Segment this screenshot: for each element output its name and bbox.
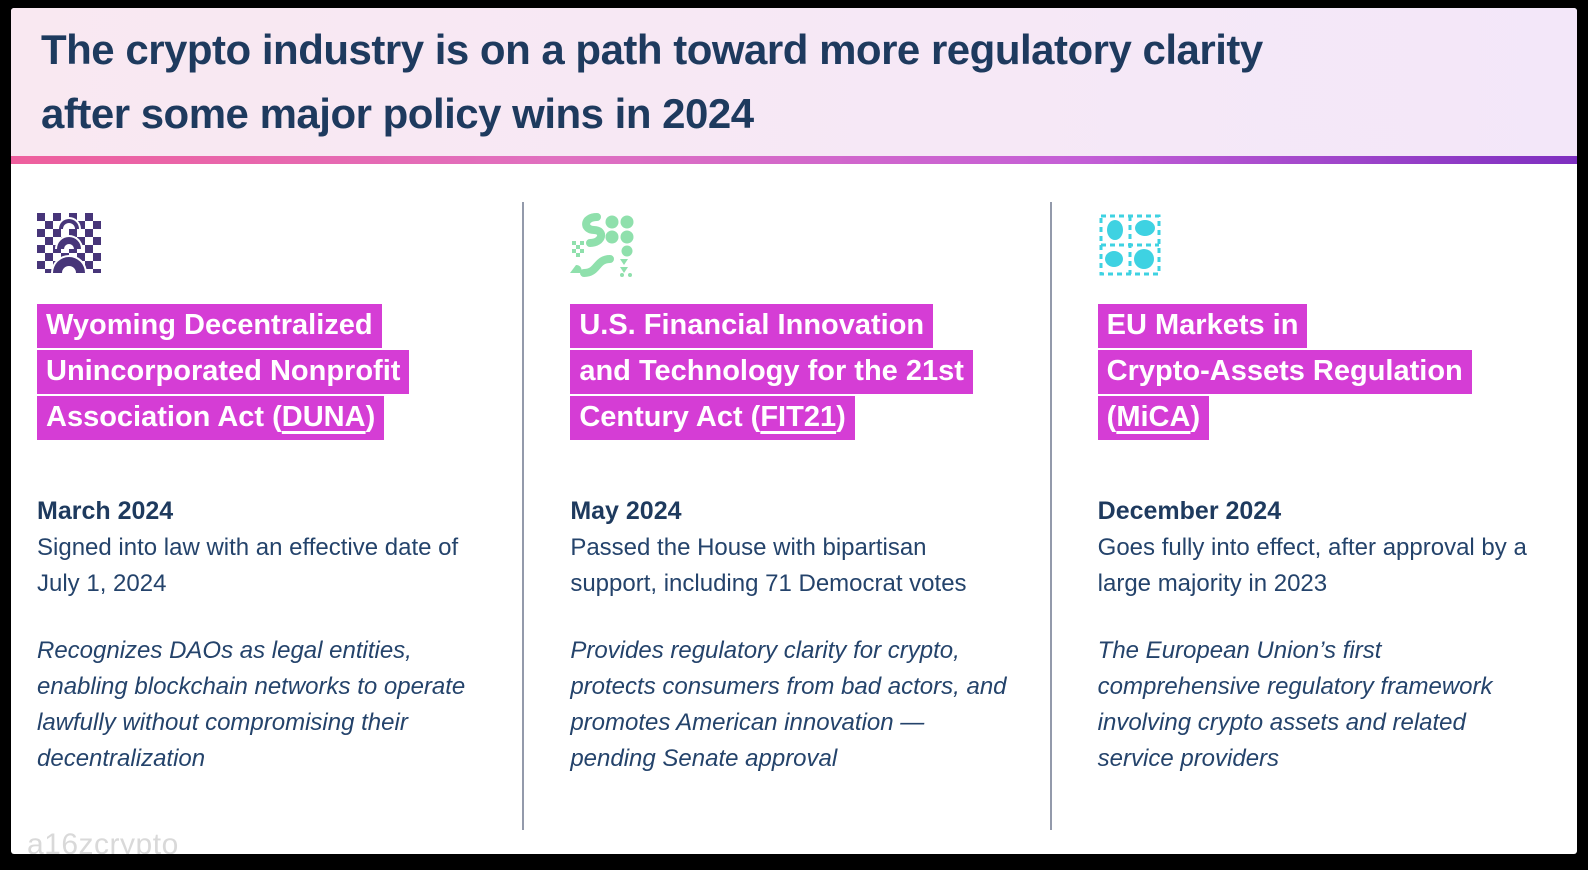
header-gradient-rule xyxy=(11,156,1577,164)
heading-highlight-line: Association Act (DUNA) xyxy=(37,396,385,440)
duna-link[interactable]: DUNA xyxy=(281,401,366,433)
mica-link[interactable]: MiCA xyxy=(1116,401,1191,433)
heading-highlight-line: and Technology for the 21st xyxy=(570,350,973,394)
summary-text: Passed the House with bipartisan support… xyxy=(570,534,967,597)
slide-title-line-1: The crypto industry is on a path toward … xyxy=(41,26,1263,73)
slide-title-line-2: after some major policy wins in 2024 xyxy=(41,90,754,137)
heading-mica: EU Markets in Crypto-Assets Regulation (… xyxy=(1097,304,1543,440)
circles-curves-pattern-icon xyxy=(570,213,634,277)
heading-text: ) xyxy=(1190,401,1201,433)
heading-highlight-line: (MiCA) xyxy=(1097,396,1210,440)
column-divider xyxy=(1049,202,1052,830)
heading-highlight-line: Century Act (FIT21) xyxy=(570,396,855,440)
date-label: December 2024 xyxy=(1097,497,1282,525)
heading-text: Association Act ( xyxy=(46,401,282,433)
summary-text: Signed into law with an effective date o… xyxy=(37,534,459,597)
heading-highlight-line: Wyoming Decentralized xyxy=(37,304,382,348)
heading-highlight-line: Unincorporated Nonprofit xyxy=(37,350,410,394)
checker-arch-pattern-icon xyxy=(37,213,101,273)
date-label: March 2024 xyxy=(37,497,174,525)
heading-fit21: U.S. Financial Innovation and Technology… xyxy=(570,304,1015,440)
column-mica: EU Markets in Crypto-Assets Regulation (… xyxy=(1052,164,1577,854)
header: The crypto industry is on a path toward … xyxy=(11,8,1577,156)
column-fit21: U.S. Financial Innovation and Technology… xyxy=(524,164,1049,854)
heading-duna: Wyoming Decentralized Unincorporated Non… xyxy=(37,304,482,440)
note-text: The European Union’s first comprehensive… xyxy=(1097,637,1493,772)
pixel-blobs-grid-pattern-icon xyxy=(1099,214,1161,276)
column-duna: Wyoming Decentralized Unincorporated Non… xyxy=(11,164,522,854)
heading-highlight-line: EU Markets in xyxy=(1097,304,1308,348)
note-text: Recognizes DAOs as legal entities, enabl… xyxy=(37,637,466,772)
column-divider xyxy=(522,202,525,830)
date-label: May 2024 xyxy=(570,497,682,525)
note-text: Provides regulatory clarity for crypto, … xyxy=(570,637,1007,772)
content-columns: Wyoming Decentralized Unincorporated Non… xyxy=(11,164,1577,854)
summary-text: Goes fully into effect, after approval b… xyxy=(1097,534,1527,597)
fit21-link[interactable]: FIT21 xyxy=(760,401,837,433)
slide: The crypto industry is on a path toward … xyxy=(11,8,1577,854)
heading-text: ( xyxy=(1106,401,1117,433)
heading-text: Century Act ( xyxy=(579,401,761,433)
heading-highlight-line: Crypto-Assets Regulation xyxy=(1097,350,1472,394)
heading-highlight-line: U.S. Financial Innovation xyxy=(570,304,934,348)
a16zcrypto-watermark: a16zcrypto xyxy=(27,828,179,854)
heading-text: ) xyxy=(365,401,376,433)
heading-text: ) xyxy=(836,401,846,433)
